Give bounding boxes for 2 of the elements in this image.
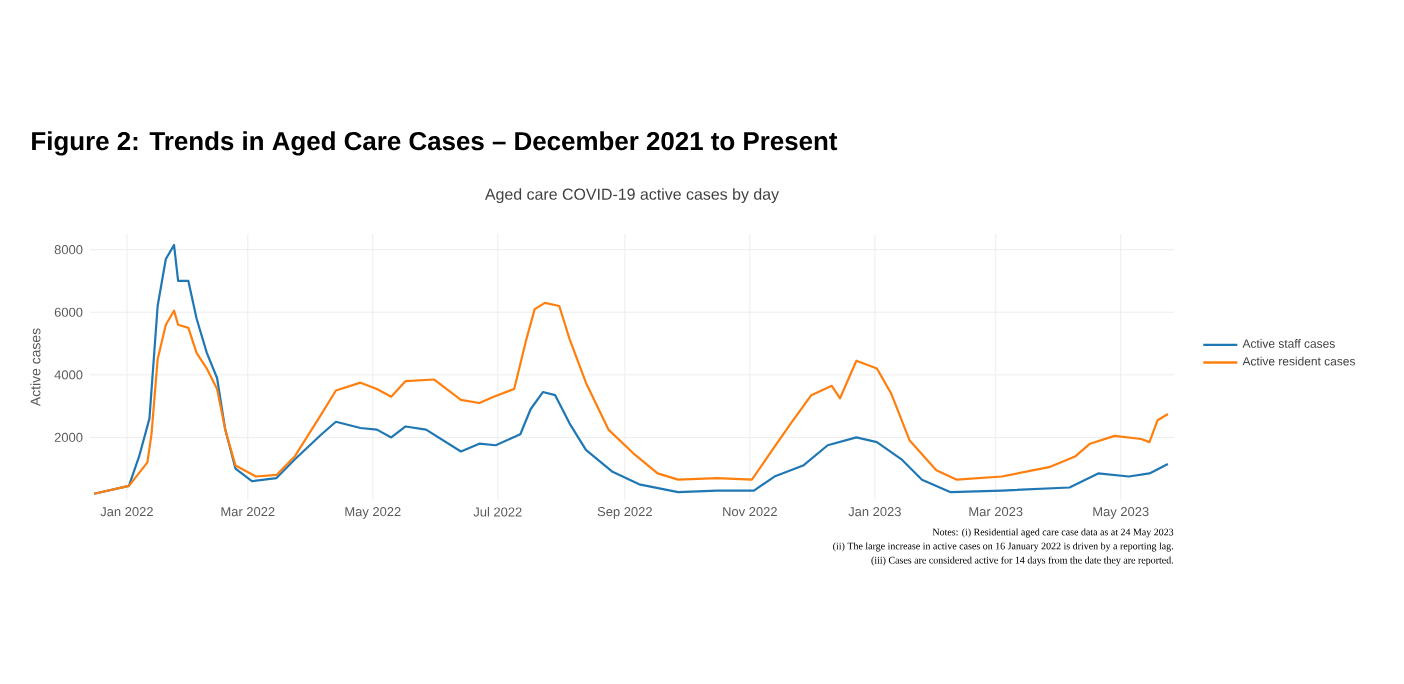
chart-title: Figure 2: Trends in Aged Care Cases – December 2021 to Present [32,131,838,156]
line-series [93,301,1169,495]
